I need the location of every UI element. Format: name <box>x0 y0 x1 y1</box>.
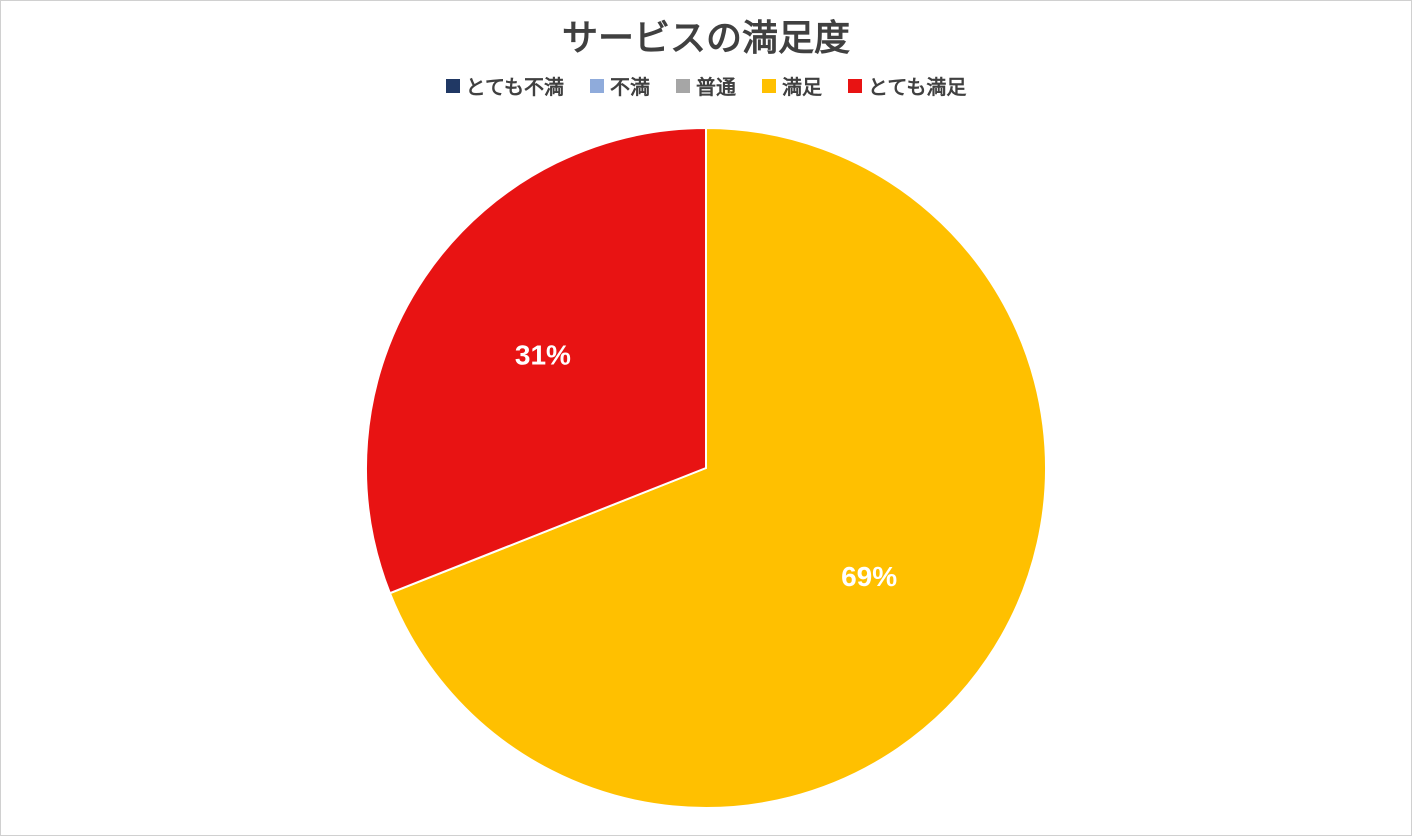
legend-item: 満足 <box>762 71 822 100</box>
legend-item: 普通 <box>676 71 736 100</box>
legend-item: とても不満 <box>446 71 564 100</box>
pie-data-label: 69% <box>841 561 897 592</box>
legend-item: とても満足 <box>848 71 966 100</box>
legend-swatch-icon <box>676 79 690 93</box>
chart-title: サービスの満足度 <box>562 9 850 61</box>
legend-swatch-icon <box>590 79 604 93</box>
legend-swatch-icon <box>446 79 460 93</box>
legend-label: 不満 <box>610 71 650 100</box>
legend-label: とても不満 <box>466 71 564 100</box>
legend-label: 満足 <box>782 71 822 100</box>
pie-chart-svg: 69% 31% <box>356 118 1056 818</box>
legend-swatch-icon <box>762 79 776 93</box>
legend-swatch-icon <box>848 79 862 93</box>
legend-label: とても満足 <box>868 71 966 100</box>
legend-item: 不満 <box>590 71 650 100</box>
chart-plot-area: 69% 31% <box>1 100 1411 835</box>
legend-label: 普通 <box>696 71 736 100</box>
chart-legend: とても不満 不満 普通 満足 とても満足 <box>446 71 967 100</box>
pie-data-label: 31% <box>515 339 571 370</box>
